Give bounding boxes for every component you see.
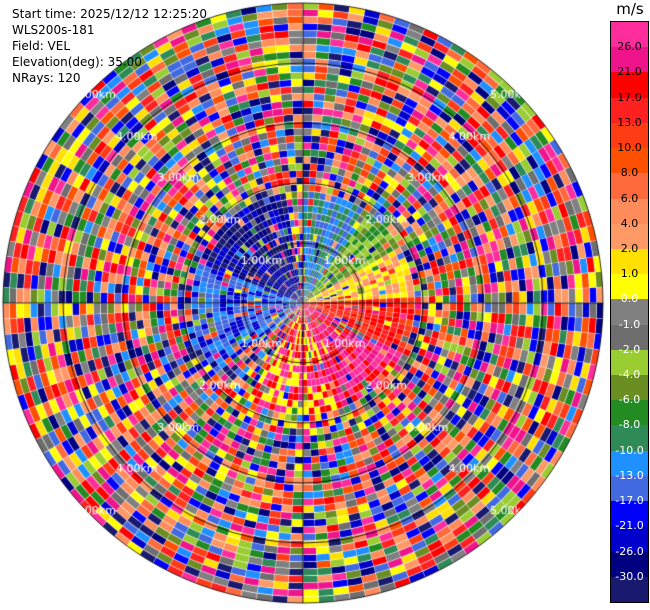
field-label: Field: VEL <box>12 39 71 53</box>
colorbar-tick-label: -17.0 <box>615 494 644 508</box>
colorbar-segment <box>611 97 648 124</box>
colorbar-segment <box>611 475 648 502</box>
colorbar-segment <box>611 349 648 376</box>
colorbar-segment <box>611 324 648 351</box>
colorbar-tick-label: 0.0 <box>620 292 639 306</box>
colorbar-segment <box>611 223 648 250</box>
colorbar-tick-label: -30.0 <box>615 569 644 583</box>
colorbar-tick-label: -8.0 <box>618 418 641 432</box>
colorbar-tick-label: -1.0 <box>618 317 641 331</box>
colorbar-tick-label: -2.0 <box>618 342 641 356</box>
colorbar-segment <box>611 122 648 149</box>
colorbar-tick-label: 10.0 <box>617 141 642 155</box>
colorbar-segment <box>611 72 648 99</box>
colorbar-tick-label: 21.0 <box>617 65 642 79</box>
ppi-radial-velocity-plot <box>0 0 610 610</box>
colorbar-segment <box>611 148 648 174</box>
colorbar-tick-label: -21.0 <box>615 519 644 533</box>
colorbar-segment <box>611 173 648 199</box>
colorbar-segment <box>611 576 648 603</box>
colorbar-tick-label: -4.0 <box>618 368 641 382</box>
colorbar-segment <box>611 501 648 527</box>
colorbar-tick-label: 1.0 <box>620 267 639 281</box>
elevation-label: Elevation(deg): 35.00 <box>12 55 142 69</box>
colorbar-tick-label: 17.0 <box>617 90 642 104</box>
plot-info-panel: Start time: 2025/12/12 12:25:20 WLS200s-… <box>12 6 207 86</box>
colorbar-segment <box>611 274 648 300</box>
colorbar-tick-label: 4.0 <box>620 216 639 230</box>
colorbar-segment <box>611 299 648 326</box>
velocity-colorbar: 26.0 21.0 17.0 13.0 10.0 8.0 6.0 4.0 2.0 1.0 0.0 -1… <box>610 21 649 603</box>
colorbar-segment <box>611 375 648 401</box>
colorbar-unit-label: m/s <box>616 0 644 18</box>
colorbar-tick-label: 6.0 <box>620 191 639 205</box>
colorbar-segment <box>611 47 648 73</box>
colorbar-tick-label: -10.0 <box>615 443 644 457</box>
instrument-label: WLS200s-181 <box>12 23 95 37</box>
colorbar-segment <box>611 551 648 578</box>
colorbar-tick-label: 13.0 <box>617 115 642 129</box>
colorbar-segment <box>611 526 648 553</box>
colorbar-segment <box>611 198 648 225</box>
colorbar-tick-label: 8.0 <box>620 166 639 180</box>
colorbar-tick-label: -26.0 <box>615 544 644 558</box>
colorbar-tick-label: -6.0 <box>618 393 641 407</box>
colorbar-segment <box>611 425 648 452</box>
colorbar-segment <box>611 450 648 477</box>
colorbar-tick-label: 2.0 <box>620 241 639 255</box>
colorbar-segment <box>611 248 648 275</box>
colorbar-segment <box>611 22 648 48</box>
colorbar-tick-label: -13.0 <box>615 468 644 482</box>
colorbar-segment <box>611 400 648 426</box>
colorbar-tick-label: 26.0 <box>617 40 642 54</box>
nrays-label: NRays: 120 <box>12 71 81 85</box>
start-time-label: Start time: 2025/12/12 12:25:20 <box>12 7 207 21</box>
